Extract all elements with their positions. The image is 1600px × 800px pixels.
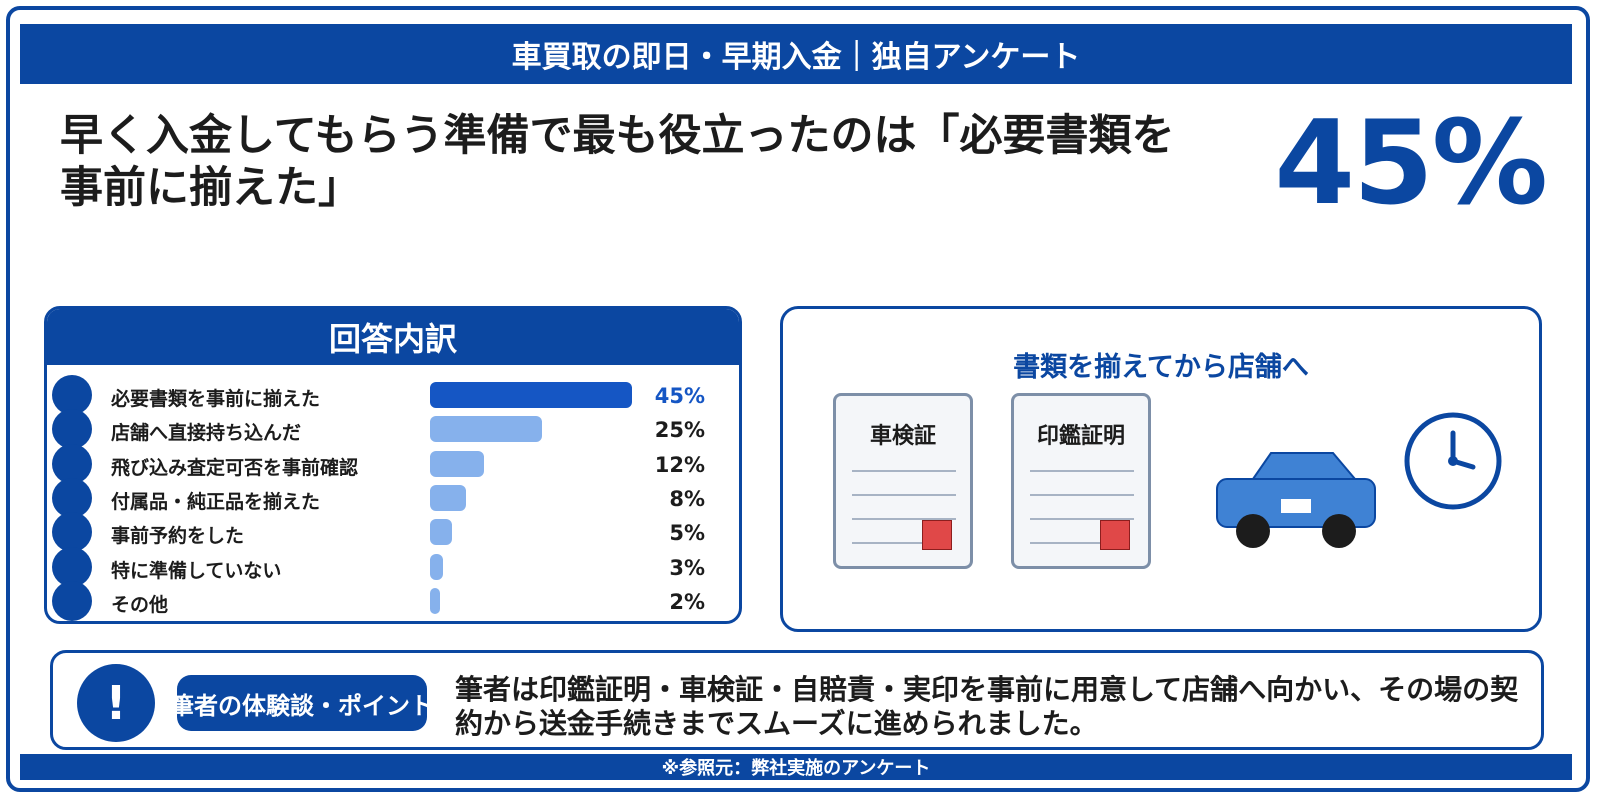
chart-bar — [430, 587, 440, 614]
infographic-frame: 車買取の即日・早期入金｜独自アンケート 早く入金してもらう準備で最も役立ったのは… — [6, 6, 1590, 792]
chart-category-label: 付属品・純正品を揃えた — [111, 490, 321, 513]
header-title: 車買取の即日・早期入金｜独自アンケート — [20, 24, 1572, 84]
chart-value-label: 45% — [654, 384, 705, 408]
exclamation-icon: ! — [77, 664, 155, 742]
headline-value: 45% — [1274, 96, 1548, 231]
chart-row: 付属品・純正品を揃えた 8% — [47, 477, 739, 518]
stamp-icon — [1100, 520, 1130, 550]
chart-value-label: 2% — [669, 589, 705, 614]
doc-line — [1030, 494, 1134, 496]
source-footer: ※参照元：弊社実施のアンケート — [20, 754, 1572, 780]
doc-title-vehicle-inspection: 車検証 — [869, 424, 936, 449]
chart-category-label: 事前予約をした — [111, 525, 245, 548]
chart-value-label: 25% — [654, 418, 705, 443]
row-bullet-icon — [52, 375, 92, 415]
chart-row: 飛び込み査定可否を事前確認 12% — [47, 443, 739, 484]
chart-value-label: 8% — [669, 486, 705, 511]
chart-value-label: 5% — [669, 521, 705, 546]
row-bullet-icon — [52, 512, 92, 553]
chart-bar — [430, 519, 453, 546]
note-badge: 筆者の体験談・ポイント — [177, 675, 427, 731]
chart-row: 事前予約をした 5% — [47, 512, 739, 553]
doc-title-seal-certificate: 印鑑証明 — [1036, 424, 1125, 449]
chart-category-label: 飛び込み査定可否を事前確認 — [111, 456, 359, 479]
chart-bar — [430, 382, 632, 408]
chart-bar — [430, 450, 484, 477]
doc-line — [852, 518, 956, 520]
chart-category-label: その他 — [111, 593, 169, 616]
doc-line — [852, 494, 956, 496]
note-panel: ! 筆者の体験談・ポイント 筆者は印鑑証明・車検証・自賠責・実印を事前に用意して… — [50, 650, 1544, 750]
chart-category-label: 特に準備していない — [111, 559, 282, 582]
car-icon — [1216, 452, 1376, 548]
note-text: 筆者は印鑑証明・車検証・自賠責・実印を事前に用意して店舗へ向かい、その場の契約か… — [455, 673, 1519, 740]
row-bullet-icon — [52, 409, 92, 450]
document-icon-seal-certificate: 印鑑証明 — [1011, 393, 1151, 569]
doc-line — [1030, 470, 1134, 472]
row-bullet-icon — [52, 477, 92, 518]
stamp-icon — [922, 520, 952, 550]
chart-row: その他 2% — [47, 580, 739, 621]
chart-row: 必要書類を事前に揃えた 45% — [47, 375, 739, 415]
illustration-title: 書類を揃えてから店舗へ — [1013, 352, 1309, 383]
chart-row: 店舗へ直接持ち込んだ 25% — [47, 409, 739, 450]
breakdown-panel: 回答内訳 必要書類を事前に揃えた 45% 店舗へ直接持ち込んだ 25% 飛び込み査定可否… — [44, 306, 742, 624]
chart-category-label: 必要書類を事前に揃えた — [111, 388, 321, 410]
breakdown-title: 回答内訳 — [47, 309, 739, 365]
chart-category-label: 店舗へ直接持ち込んだ — [111, 422, 302, 445]
chart-value-label: 3% — [669, 555, 705, 580]
clock-icon — [1404, 412, 1502, 510]
document-icon-vehicle-inspection: 車検証 — [833, 393, 973, 569]
doc-line — [1030, 542, 1100, 544]
chart-row: 特に準備していない 3% — [47, 546, 739, 587]
illustration-panel: 書類を揃えてから店舗へ 車検証 印鑑証明 — [780, 306, 1542, 632]
row-bullet-icon — [52, 580, 92, 621]
chart-bar — [430, 484, 466, 511]
headline: 早く入金してもらう準備で最も役立ったのは「必要書類を事前に揃えた」 — [60, 111, 1175, 214]
doc-line — [1030, 518, 1134, 520]
chart-bar — [430, 553, 444, 580]
row-bullet-icon — [52, 546, 92, 587]
doc-line — [852, 470, 956, 472]
doc-line — [852, 542, 922, 544]
row-bullet-icon — [52, 443, 92, 484]
chart-bar — [430, 416, 543, 443]
chart-value-label: 12% — [654, 452, 705, 477]
